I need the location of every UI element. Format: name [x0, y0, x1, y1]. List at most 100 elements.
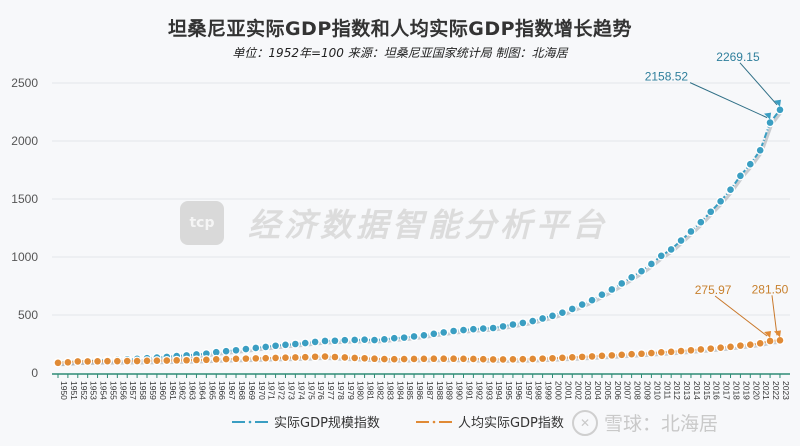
data-point[interactable] — [410, 355, 418, 363]
legend-item-gdp[interactable]: 实际GDP规模指数 — [232, 412, 380, 431]
data-point[interactable] — [212, 348, 220, 356]
data-point[interactable] — [677, 237, 685, 244]
data-point[interactable] — [766, 119, 774, 126]
data-point[interactable] — [479, 355, 487, 363]
data-point[interactable] — [737, 342, 744, 349]
data-point[interactable] — [222, 347, 230, 355]
data-point[interactable] — [608, 352, 616, 359]
data-point[interactable] — [390, 334, 398, 342]
data-point[interactable] — [123, 357, 131, 365]
data-point[interactable] — [450, 327, 457, 335]
data-point[interactable] — [64, 359, 72, 366]
data-point[interactable] — [470, 355, 477, 363]
data-point[interactable] — [549, 354, 556, 362]
data-point[interactable] — [272, 354, 279, 362]
data-point[interactable] — [588, 353, 596, 360]
data-point[interactable] — [598, 291, 606, 299]
data-point[interactable] — [390, 355, 398, 363]
data-point[interactable] — [183, 356, 190, 364]
data-point[interactable] — [430, 330, 438, 338]
data-point[interactable] — [212, 356, 220, 363]
data-point[interactable] — [272, 342, 279, 350]
data-point[interactable] — [252, 344, 260, 352]
data-point[interactable] — [242, 355, 250, 362]
data-point[interactable] — [420, 332, 428, 339]
data-point[interactable] — [509, 321, 517, 328]
data-point[interactable] — [509, 356, 517, 363]
data-point[interactable] — [292, 354, 299, 361]
data-point[interactable] — [588, 296, 596, 304]
data-point[interactable] — [242, 345, 250, 353]
data-point[interactable] — [361, 336, 368, 344]
data-point[interactable] — [667, 348, 675, 356]
data-point[interactable] — [638, 267, 645, 275]
data-point[interactable] — [489, 356, 497, 363]
data-point[interactable] — [420, 355, 428, 363]
data-point[interactable] — [84, 358, 91, 365]
data-point[interactable] — [470, 325, 477, 333]
data-point[interactable] — [94, 357, 101, 365]
data-point[interactable] — [54, 359, 62, 367]
data-point[interactable] — [222, 355, 230, 363]
data-point[interactable] — [341, 354, 349, 361]
data-point[interactable] — [667, 246, 675, 253]
data-point[interactable] — [341, 336, 349, 344]
data-point[interactable] — [657, 252, 665, 260]
data-point[interactable] — [618, 280, 626, 287]
data-point[interactable] — [568, 305, 576, 313]
data-point[interactable] — [381, 336, 388, 343]
data-point[interactable] — [697, 346, 705, 353]
data-point[interactable] — [657, 349, 665, 356]
data-point[interactable] — [361, 354, 368, 362]
data-point[interactable] — [638, 350, 645, 358]
data-point[interactable] — [549, 312, 556, 320]
data-point[interactable] — [351, 354, 359, 362]
data-point[interactable] — [727, 186, 734, 194]
data-point[interactable] — [331, 353, 339, 361]
data-point[interactable] — [450, 355, 457, 363]
data-point[interactable] — [381, 355, 388, 363]
data-point[interactable] — [737, 172, 744, 180]
data-point[interactable] — [479, 325, 487, 332]
data-point[interactable] — [292, 340, 299, 348]
data-point[interactable] — [410, 333, 418, 340]
data-point[interactable] — [628, 350, 635, 358]
data-point[interactable] — [203, 356, 210, 364]
data-point[interactable] — [321, 337, 329, 345]
data-point[interactable] — [460, 326, 467, 334]
data-point[interactable] — [717, 344, 724, 352]
data-point[interactable] — [618, 351, 626, 359]
data-point[interactable] — [489, 324, 497, 332]
data-point[interactable] — [499, 356, 507, 363]
data-point[interactable] — [519, 355, 527, 363]
data-point[interactable] — [608, 286, 616, 293]
data-point[interactable] — [163, 357, 171, 364]
data-point[interactable] — [747, 160, 754, 168]
data-point[interactable] — [687, 346, 695, 354]
data-point[interactable] — [173, 357, 180, 364]
data-point[interactable] — [697, 218, 705, 226]
data-point[interactable] — [311, 338, 319, 346]
data-point[interactable] — [232, 355, 240, 363]
data-point[interactable] — [430, 355, 438, 363]
data-point[interactable] — [756, 340, 764, 347]
data-point[interactable] — [104, 357, 111, 365]
data-point[interactable] — [776, 106, 784, 114]
data-point[interactable] — [371, 336, 378, 344]
data-point[interactable] — [499, 323, 507, 330]
data-point[interactable] — [331, 337, 339, 345]
data-point[interactable] — [648, 260, 655, 268]
data-point[interactable] — [262, 354, 269, 362]
data-point[interactable] — [687, 228, 695, 235]
data-point[interactable] — [519, 319, 527, 327]
data-point[interactable] — [301, 353, 309, 361]
data-point[interactable] — [529, 355, 537, 363]
data-point[interactable] — [371, 355, 378, 363]
data-point[interactable] — [756, 146, 764, 154]
data-point[interactable] — [282, 354, 289, 361]
data-point[interactable] — [203, 350, 210, 357]
data-point[interactable] — [400, 355, 408, 363]
data-point[interactable] — [598, 352, 606, 360]
data-point[interactable] — [153, 357, 161, 365]
data-point[interactable] — [262, 343, 269, 351]
